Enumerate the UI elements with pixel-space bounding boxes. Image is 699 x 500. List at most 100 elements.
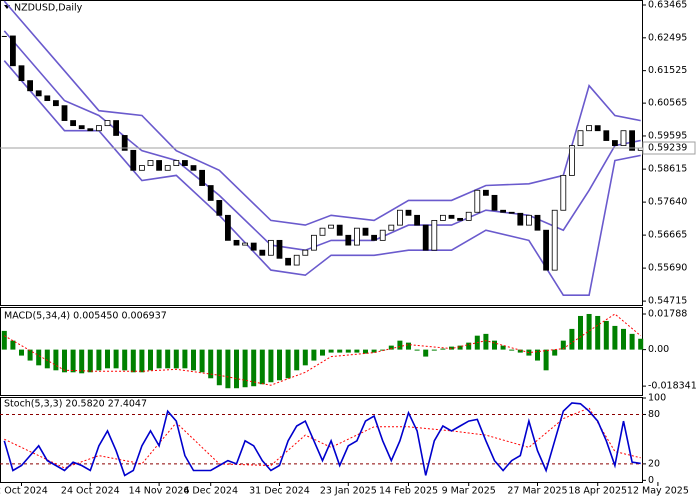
candle <box>371 234 378 241</box>
macd-bar <box>79 349 85 374</box>
candle <box>612 140 618 147</box>
macd-bar <box>70 349 76 373</box>
macd-bar <box>629 333 635 350</box>
candle <box>293 254 300 266</box>
y-tick-label: 0.57640 <box>648 197 687 208</box>
macd-bar <box>337 349 343 353</box>
candle <box>216 200 223 216</box>
bollinger-lower <box>3 60 641 296</box>
y-tick-label: 20 <box>648 458 660 469</box>
macd-bar <box>302 349 308 366</box>
candle <box>44 95 51 101</box>
macd-bar <box>285 349 291 379</box>
macd-bar <box>483 333 489 350</box>
candle <box>422 224 429 251</box>
y-tick-label: 100 <box>648 393 666 404</box>
candle <box>147 160 154 166</box>
macd-bar <box>406 342 411 350</box>
y-tick-label: 80 <box>648 409 660 420</box>
macd-bar <box>440 348 446 350</box>
last-price-box <box>642 141 696 155</box>
macd-bar <box>388 345 394 350</box>
candle <box>224 214 231 241</box>
candle <box>586 125 592 132</box>
y-tick-label: -0.018341 <box>648 381 697 392</box>
candle <box>242 242 249 246</box>
macd-bar <box>19 349 24 356</box>
macd-bar <box>363 349 368 354</box>
macd-bar <box>259 349 265 385</box>
macd-bar <box>36 349 42 366</box>
y-tick-label: 0.01788 <box>648 309 687 320</box>
candle <box>517 212 524 226</box>
y-tick-label: 0.62495 <box>648 32 687 43</box>
macd-bar <box>423 349 429 357</box>
candle <box>285 257 292 266</box>
macd-bar <box>397 340 403 350</box>
x-tick-label: 6 Dec 2024 <box>183 486 238 497</box>
macd-bar <box>466 342 472 350</box>
macd-bar <box>560 340 566 350</box>
candle <box>465 211 472 221</box>
macd-bar <box>552 349 558 356</box>
candle <box>96 125 102 132</box>
bollinger-upper <box>3 0 641 226</box>
macd-bar <box>199 349 205 373</box>
candle <box>414 214 421 226</box>
macd-bar <box>603 320 609 350</box>
candle <box>396 209 403 226</box>
candle <box>560 174 567 211</box>
candle <box>491 194 498 211</box>
macd-bar <box>569 328 575 350</box>
y-tick-label: 0.55690 <box>648 263 687 274</box>
stoch-main <box>3 402 641 477</box>
macd-bar <box>492 340 497 350</box>
macd-bar <box>182 349 188 369</box>
macd-bar <box>87 349 93 373</box>
macd-bar <box>139 349 145 373</box>
candle <box>156 160 163 171</box>
x-tick-label: 23 Jan 2025 <box>320 486 377 497</box>
candle <box>104 120 111 127</box>
macd-signal <box>4 313 642 386</box>
candle <box>250 242 257 251</box>
macd-bar <box>345 349 351 353</box>
y-tick-label: 0.58615 <box>648 164 687 175</box>
macd-bar <box>535 349 540 361</box>
candle <box>276 239 283 259</box>
macd-bar <box>105 349 110 369</box>
candle <box>9 35 16 67</box>
candle <box>53 100 59 107</box>
candle <box>345 234 352 246</box>
y-tick-label: 0.56665 <box>648 230 687 241</box>
candle <box>569 145 575 176</box>
bollinger-middle <box>3 30 641 252</box>
macd-bar <box>457 345 463 350</box>
candle <box>319 227 326 236</box>
macd-bar <box>173 349 179 369</box>
y-tick-label: 0.60565 <box>648 98 687 109</box>
macd-bar <box>251 349 257 387</box>
candle <box>27 80 34 92</box>
macd-bar <box>62 349 67 373</box>
candle <box>1 35 7 37</box>
macd-bar <box>96 349 102 371</box>
candle <box>457 217 464 221</box>
y-tick-label: 0 <box>648 475 654 486</box>
macd-bar <box>53 349 59 371</box>
candle <box>18 65 25 82</box>
macd-bar <box>612 325 618 350</box>
macd-bar <box>225 349 231 389</box>
candle <box>138 165 145 171</box>
candle <box>388 224 395 231</box>
macd-bar <box>27 349 33 361</box>
y-tick-label: 0.63465 <box>648 0 687 10</box>
candle <box>310 234 317 251</box>
macd-bar <box>10 340 16 350</box>
candle <box>353 227 360 246</box>
candle <box>362 227 369 236</box>
candle <box>431 219 438 251</box>
candle <box>526 214 532 226</box>
macd-bar <box>431 349 437 351</box>
